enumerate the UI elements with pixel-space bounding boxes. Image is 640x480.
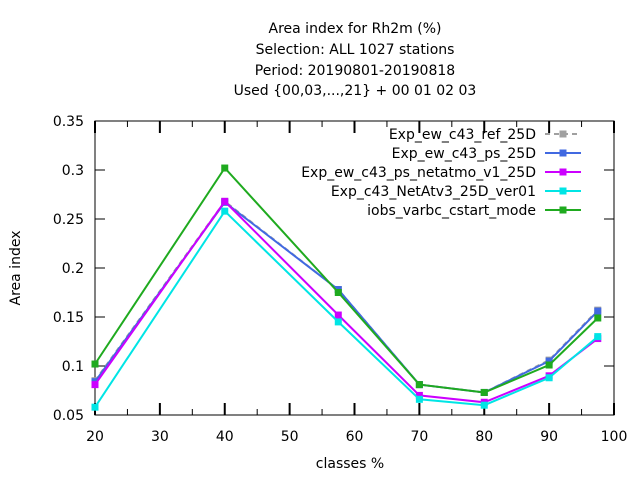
x-tick-label: 80 [475, 429, 493, 445]
chart-title: Area index for Rh2m (%) [269, 21, 442, 37]
data-point [545, 374, 553, 382]
data-point [594, 307, 602, 315]
legend-marker [559, 206, 567, 214]
data-point [221, 197, 229, 205]
y-tick-label: 0.3 [62, 163, 84, 179]
legend-label: iobs_varbc_cstart_mode [367, 203, 536, 219]
chart-subtitle-used: Used {00,03,...,21} + 00 01 02 03 [234, 83, 477, 99]
legend-entry: iobs_varbc_cstart_mode [367, 203, 581, 219]
data-point [480, 388, 488, 396]
axis-ticks [94, 120, 615, 416]
chart-title-block: Area index for Rh2m (%) Selection: ALL 1… [234, 21, 477, 99]
data-point [334, 318, 342, 326]
x-tick-label: 40 [216, 429, 234, 445]
legend-marker [559, 187, 567, 195]
data-point [545, 357, 553, 365]
y-tick-label: 0.35 [53, 114, 84, 130]
legend-label: Exp_c43_NetAtv3_25D_ver01 [331, 184, 536, 200]
legend-entry: Exp_ew_c43_ps_netatmo_v1_25D [301, 165, 581, 181]
legend: Exp_ew_c43_ref_25D Exp_ew_c43_ps_25D Exp_e… [301, 127, 581, 219]
x-tick-label: 30 [151, 429, 169, 445]
data-point [594, 333, 602, 341]
data-point [415, 395, 423, 403]
data-point [415, 391, 423, 399]
x-tick-label: 100 [601, 429, 628, 445]
data-point [221, 164, 229, 172]
y-tick-label: 0.2 [62, 261, 84, 277]
chart-subtitle-period: Period: 20190801-20190818 [255, 63, 455, 79]
data-point [221, 207, 229, 215]
data-point [91, 403, 99, 411]
series-layer [91, 164, 602, 411]
y-tick-label: 0.15 [53, 310, 84, 326]
data-point [415, 381, 423, 389]
chart-subtitle-selection: Selection: ALL 1027 stations [256, 42, 455, 58]
x-tick-label: 50 [281, 429, 299, 445]
series-line [94, 209, 599, 408]
x-tick-label: 20 [86, 429, 104, 445]
legend-label: Exp_ew_c43_ps_netatmo_v1_25D [301, 165, 536, 181]
legend-marker [559, 149, 567, 157]
series-line [94, 200, 599, 394]
legend-marker [559, 168, 567, 176]
y-axis-label: Area index [8, 231, 24, 306]
axis-tick-labels: 20 30 40 50 60 70 80 90 100 0.05 0.1 0.15 0.2 0.25 0.3… [53, 114, 628, 445]
data-point [91, 381, 99, 389]
x-tick-label: 90 [540, 429, 558, 445]
y-tick-label: 0.1 [62, 359, 84, 375]
series-line [94, 166, 599, 394]
series-Exp_c43_NetAtv3_25D_ver01 [91, 207, 602, 411]
legend-label: Exp_ew_c43_ref_25D [389, 127, 536, 143]
data-point [334, 311, 342, 319]
y-tick-label: 0.25 [53, 212, 84, 228]
x-axis-label: classes % [316, 456, 384, 472]
legend-entry: Exp_ew_c43_ps_25D [392, 146, 581, 162]
legend-entry: Exp_ew_c43_ref_25D [389, 127, 581, 143]
legend-entry: Exp_c43_NetAtv3_25D_ver01 [331, 184, 581, 200]
series-line [94, 199, 599, 394]
data-point [480, 401, 488, 409]
data-point [594, 314, 602, 322]
data-point [91, 360, 99, 368]
legend-marker [559, 130, 567, 138]
x-tick-label: 70 [410, 429, 428, 445]
data-point [334, 289, 342, 296]
x-tick-label: 60 [346, 429, 364, 445]
legend-label: Exp_ew_c43_ps_25D [392, 146, 536, 162]
data-point [545, 361, 553, 369]
series-iobs_varbc_cstart_mode [91, 164, 602, 396]
y-tick-label: 0.05 [53, 408, 84, 424]
